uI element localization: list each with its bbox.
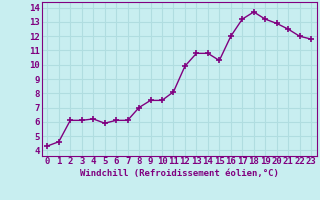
X-axis label: Windchill (Refroidissement éolien,°C): Windchill (Refroidissement éolien,°C) bbox=[80, 169, 279, 178]
